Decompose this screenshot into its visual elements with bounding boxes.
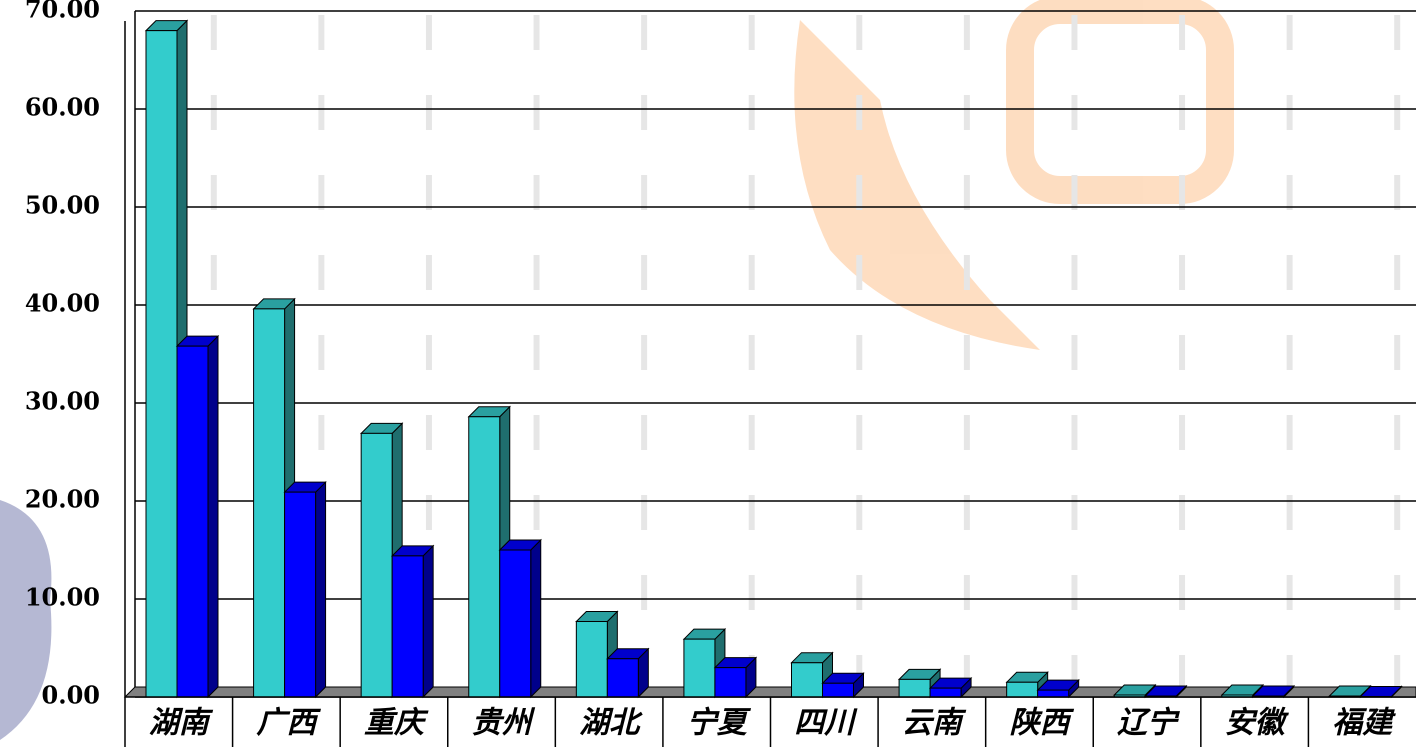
x-tick-label: 重庆	[364, 706, 429, 741]
bar	[682, 627, 727, 699]
bar	[821, 672, 865, 699]
x-tick-label: 贵州	[472, 706, 536, 741]
x-tick-label: 广西	[256, 706, 321, 741]
y-tick-label: 40.00	[25, 289, 100, 318]
x-tick-label: 湖南	[149, 706, 214, 741]
y-tick-label: 50.00	[25, 191, 100, 220]
y-tick-label: 20.00	[25, 485, 100, 514]
x-tick-label: 辽宁	[1117, 706, 1180, 741]
y-tick-label: 60.00	[25, 93, 100, 122]
y-tick-label: 70.00	[25, 0, 100, 24]
y-tick-label: 10.00	[25, 583, 100, 612]
bar	[790, 651, 834, 699]
bar	[897, 668, 942, 699]
watermark	[0, 0, 1234, 740]
x-tick-label: 四川	[794, 706, 858, 741]
x-tick-label: 陕西	[1009, 706, 1074, 741]
bar	[713, 656, 758, 699]
x-tick-label: 福建	[1332, 706, 1396, 741]
bar	[175, 334, 220, 699]
x-tick-label: 宁夏	[687, 706, 752, 741]
x-tick-label: 安徽	[1225, 706, 1290, 741]
y-tick-label: 0.00	[42, 681, 100, 710]
bar	[390, 544, 435, 699]
y-tick-label: 30.00	[25, 387, 100, 416]
bar	[498, 538, 542, 699]
x-tick-label: 湖北	[579, 706, 643, 741]
bar	[283, 480, 327, 699]
bar	[606, 647, 650, 699]
x-tick-label: 云南	[902, 706, 967, 741]
bar	[1036, 678, 1080, 699]
